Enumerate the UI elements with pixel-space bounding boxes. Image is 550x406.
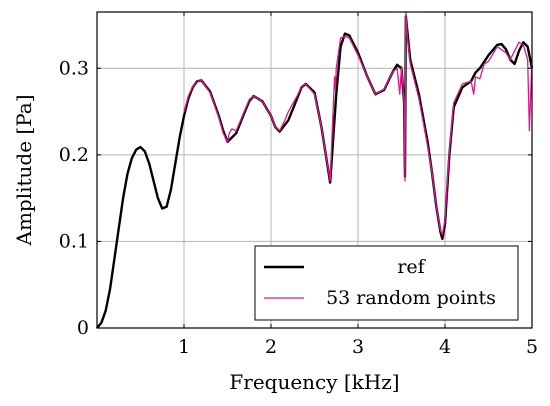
legend-label-ref: ref bbox=[397, 256, 426, 278]
y-tick-label: 0.1 bbox=[59, 230, 89, 252]
series-lines bbox=[96, 11, 534, 329]
x-tick-label: 2 bbox=[265, 336, 277, 358]
x-tick-label: 1 bbox=[178, 336, 190, 358]
x-tick-label: 5 bbox=[526, 336, 538, 358]
x-axis-label: Frequency [kHz] bbox=[229, 370, 399, 394]
x-tick-label: 4 bbox=[439, 336, 451, 358]
y-axis-label: Amplitude [Pa] bbox=[12, 94, 36, 246]
x-tick-label: 3 bbox=[352, 336, 364, 358]
y-tick-label: 0.3 bbox=[59, 57, 89, 79]
y-tick-label: 0 bbox=[77, 317, 89, 339]
legend: ref 53 random points bbox=[254, 245, 519, 321]
axis-ticks: 1 2 3 4 5 0 0.1 0.2 0.3 bbox=[59, 12, 538, 358]
plot-frame bbox=[96, 11, 533, 329]
y-tick-label: 0.2 bbox=[59, 144, 89, 166]
legend-label-random-points: 53 random points bbox=[326, 287, 496, 309]
legend-box bbox=[254, 245, 519, 321]
series-line-1 bbox=[183, 11, 533, 236]
